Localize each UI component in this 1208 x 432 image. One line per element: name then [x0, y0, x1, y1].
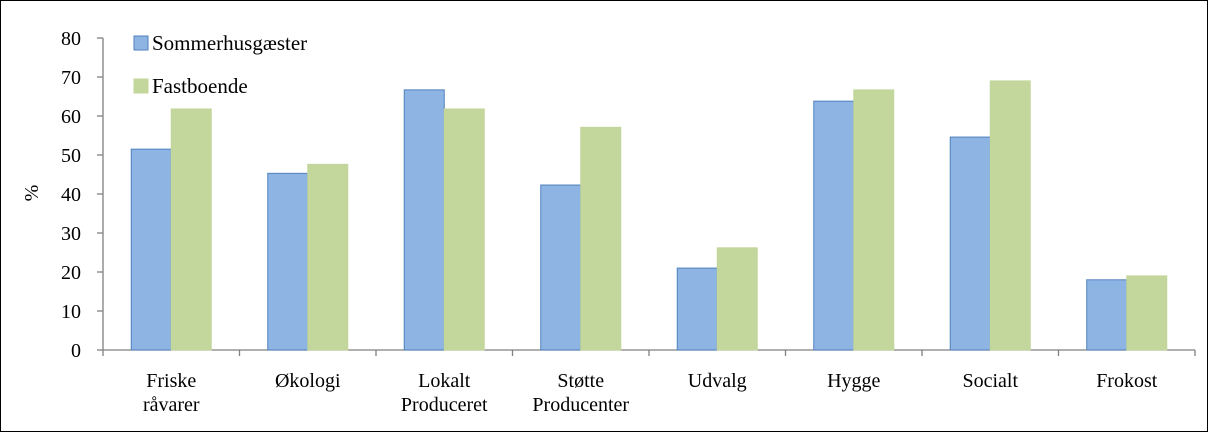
- legend-swatch: [133, 78, 149, 94]
- bar-fastboende: [307, 163, 349, 351]
- category-label: Lokalt Produceret: [401, 370, 488, 416]
- y-tick-label: 40: [61, 184, 81, 206]
- legend-label: Fastboende: [152, 74, 248, 98]
- y-tick-label: 0: [71, 340, 81, 362]
- bar-fastboende: [1126, 275, 1168, 351]
- chart-axes: [102, 38, 1195, 351]
- y-tick-label: 50: [61, 145, 81, 167]
- bar-sommerhusgaester: [267, 172, 309, 351]
- bar-fastboende: [443, 108, 485, 351]
- y-tick-label: 20: [61, 262, 81, 284]
- bar-fastboende: [853, 89, 895, 351]
- category-label: Friske råvarer: [143, 370, 200, 416]
- bar-fastboende: [170, 108, 212, 351]
- bar-fastboende: [989, 80, 1031, 351]
- bar-sommerhusgaester: [949, 136, 991, 351]
- bar-sommerhusgaester: [813, 100, 855, 351]
- y-ticks: 0 10 20 30 40 50 60 70 80: [61, 28, 103, 362]
- bar-sommerhusgaester: [130, 148, 172, 351]
- y-tick-label: 30: [61, 223, 81, 245]
- category-label: Hygge: [827, 370, 880, 392]
- category-label: Udvalg: [688, 370, 747, 392]
- y-tick-label: 10: [61, 301, 81, 323]
- category-label: Socialt: [962, 370, 1018, 392]
- bar-sommerhusgaester: [540, 184, 582, 351]
- category-labels: Friske råvarer Økologi Lokalt Produceret Støt…: [143, 370, 1158, 416]
- bar-fastboende: [580, 126, 622, 351]
- bar-sommerhusgaester: [676, 267, 718, 351]
- y-axis-label: %: [21, 185, 43, 202]
- y-tick-label: 70: [61, 67, 81, 89]
- category-label: Frokost: [1096, 370, 1158, 392]
- bar-sommerhusgaester: [403, 89, 445, 351]
- bars: [130, 80, 1168, 351]
- category-label: Støtte Producenter: [532, 370, 629, 416]
- bar-fastboende: [716, 247, 758, 351]
- x-ticks: [102, 350, 1196, 356]
- bar-sommerhusgaester: [1086, 279, 1128, 351]
- legend-swatch: [133, 35, 149, 51]
- legend-label: Sommerhusgæster: [152, 31, 307, 55]
- category-label: Økologi: [275, 370, 341, 392]
- legend: Sommerhusgæster Fastboende: [133, 31, 307, 98]
- y-tick-label: 60: [61, 106, 81, 128]
- y-tick-label: 80: [61, 28, 81, 50]
